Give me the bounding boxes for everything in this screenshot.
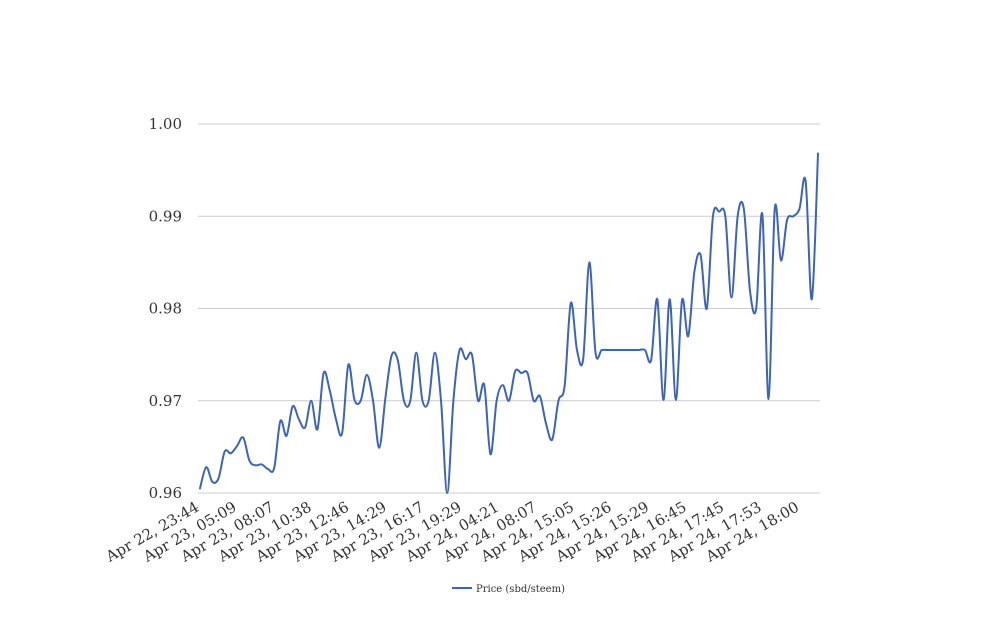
series-layer [200,154,818,494]
y-tick-label: 0.99 [149,207,182,225]
y-tick-label: 0.98 [149,300,182,318]
y-tick-label: 0.96 [149,484,182,502]
y-tick-label: 0.97 [149,392,182,410]
y-axis-ticks: 0.96 0.97 0.98 0.99 1.00 [149,115,182,502]
gridlines [198,124,820,493]
legend: Price (sbd/steem) [452,584,565,595]
legend-label: Price (sbd/steem) [476,584,565,595]
series-line-price [200,154,818,493]
y-tick-label: 1.00 [149,115,182,133]
